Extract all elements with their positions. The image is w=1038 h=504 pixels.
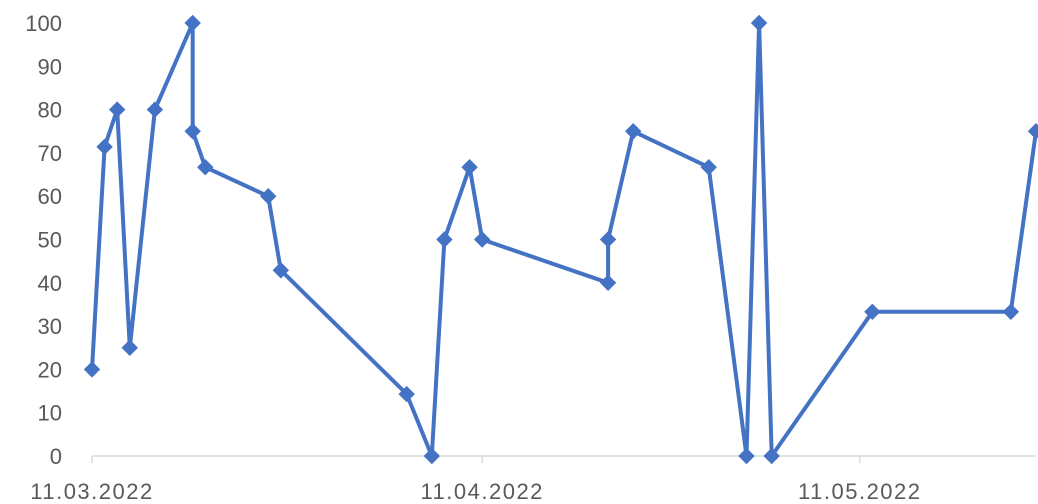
data-point-marker	[197, 158, 214, 176]
data-point-marker	[121, 339, 138, 356]
data-point-marker	[700, 158, 717, 176]
data-point-marker	[1002, 303, 1020, 321]
x-tick-label: 11.05.2022	[798, 479, 921, 504]
data-point-marker	[864, 303, 881, 321]
data-point-marker	[184, 14, 201, 32]
y-tick-label: 50	[38, 228, 62, 253]
data-point-marker	[599, 231, 617, 248]
series-group	[83, 14, 1038, 465]
data-point-marker	[763, 447, 780, 465]
data-point-marker	[272, 262, 290, 279]
data-point-marker	[461, 158, 478, 176]
data-point-marker	[625, 123, 642, 140]
x-axis	[91, 455, 1036, 463]
y-axis-tick-labels: 0 10 20 30 40 50 60 70 80 90 100	[25, 11, 62, 469]
data-point-marker	[108, 101, 126, 118]
y-tick-label: 100	[25, 11, 62, 36]
data-point-marker	[398, 385, 415, 403]
x-tick-label: 11.04.2022	[420, 479, 543, 504]
y-tick-label: 70	[38, 141, 62, 166]
data-point-marker	[1027, 123, 1038, 140]
series-line	[90, 21, 1038, 458]
data-point-marker	[260, 187, 277, 205]
data-point-marker	[96, 138, 113, 156]
data-point-marker	[146, 101, 164, 118]
data-point-marker	[750, 14, 768, 32]
y-tick-label: 80	[38, 98, 62, 123]
data-point-marker	[423, 447, 441, 465]
data-point-marker	[473, 231, 491, 248]
y-tick-label: 20	[38, 357, 62, 382]
y-tick-label: 30	[38, 314, 62, 339]
data-point-marker	[184, 123, 201, 140]
y-tick-label: 60	[38, 184, 62, 209]
data-point-marker	[738, 447, 755, 465]
data-point-marker	[599, 274, 617, 292]
x-tick-label: 11.03.2022	[30, 479, 153, 504]
y-tick-label: 0	[50, 444, 62, 469]
data-point-marker	[83, 361, 101, 378]
y-tick-label: 10	[38, 401, 62, 426]
y-tick-label: 40	[38, 271, 62, 296]
data-point-marker	[436, 231, 453, 248]
y-tick-label: 90	[38, 54, 62, 79]
x-axis-tick-labels: 11.03.2022 11.04.2022 11.05.2022	[30, 479, 921, 504]
